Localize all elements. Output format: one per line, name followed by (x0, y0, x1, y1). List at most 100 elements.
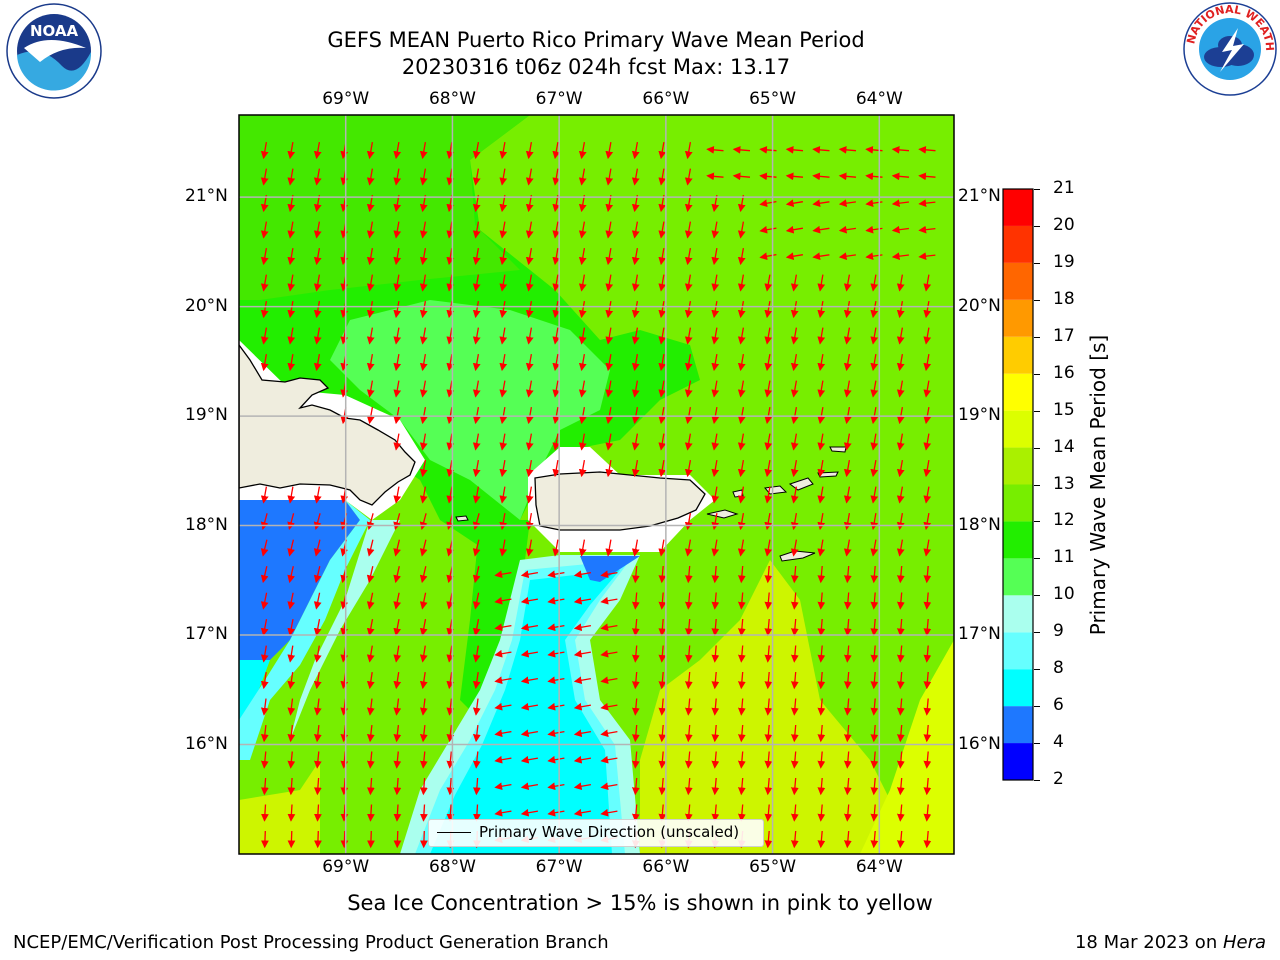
wave-direction-arrow (313, 645, 322, 663)
wave-direction-arrow (472, 274, 481, 292)
wave-direction-arrow (446, 221, 455, 239)
wave-direction-arrow (843, 565, 852, 584)
wave-direction-arrow (764, 698, 773, 716)
wave-direction-arrow (631, 141, 640, 160)
wave-direction-arrow (287, 672, 296, 690)
wave-direction-arrow (287, 327, 296, 345)
wave-direction-arrow (631, 247, 640, 266)
wave-direction-arrow (499, 433, 508, 451)
wave-direction-arrow (737, 221, 746, 239)
wave-direction-arrow (658, 221, 667, 239)
wave-direction-arrow (684, 724, 693, 743)
wave-direction-arrow (366, 353, 375, 372)
wave-direction-arrow (843, 300, 852, 319)
wave-direction-arrow (419, 751, 428, 769)
wave-direction-arrow (923, 539, 932, 557)
wave-direction-arrow (446, 486, 455, 504)
colorbar-tick (1034, 669, 1040, 671)
wave-direction-arrow (525, 221, 534, 239)
wave-direction-arrow (870, 353, 879, 372)
lat-label-right: 18°N (958, 514, 1001, 535)
wave-direction-arrow (684, 751, 693, 769)
wave-direction-arrow (313, 353, 322, 372)
wave-direction-arrow (419, 592, 428, 610)
wave-direction-arrow (499, 539, 508, 557)
wave-direction-arrow (552, 300, 561, 319)
wave-direction-arrow (494, 755, 512, 764)
wave-direction-arrow (366, 672, 375, 690)
wave-direction-arrow (759, 252, 777, 261)
wave-direction-arrow (525, 380, 534, 398)
wave-direction-arrow (605, 353, 614, 372)
wave-direction-arrow (737, 645, 746, 663)
wave-direction-arrow (419, 459, 428, 478)
lon-label-bottom: 69°W (322, 857, 370, 877)
wave-direction-arrow (393, 486, 402, 504)
wave-direction-arrow (790, 618, 799, 637)
wave-direction-arrow (658, 751, 667, 769)
wave-direction-arrow (313, 168, 322, 186)
wave-direction-arrow (896, 353, 905, 372)
wave-direction-arrow (419, 141, 428, 160)
wave-direction-arrow (870, 751, 879, 769)
wave-direction-arrow (684, 459, 693, 478)
wave-direction-arrow (314, 804, 322, 822)
wave-direction-arrow (896, 830, 905, 849)
wave-direction-arrow (287, 566, 295, 584)
wave-direction-arrow (393, 274, 402, 292)
wave-direction-arrow (605, 380, 614, 398)
wave-direction-arrow (419, 353, 428, 372)
wave-direction-arrow (817, 486, 826, 504)
wave-direction-arrow (817, 751, 826, 769)
wave-direction-arrow (419, 725, 428, 743)
wave-direction-arrow (684, 327, 693, 345)
wave-direction-arrow (260, 486, 269, 504)
wave-direction-arrow (684, 141, 693, 160)
wave-direction-arrow (790, 671, 799, 690)
wave-direction-arrow (711, 247, 720, 266)
wave-direction-arrow (838, 252, 856, 261)
wave-direction-arrow (711, 406, 720, 425)
footer-right: 18 Mar 2023 on Hera (1075, 932, 1266, 953)
lon-label-bottom: 65°W (749, 857, 797, 877)
wave-direction-arrow (843, 830, 852, 849)
wave-direction-arrow (600, 649, 618, 658)
wave-direction-arrow (684, 565, 693, 584)
colorbar-tick (1034, 262, 1040, 264)
wave-direction-arrow (446, 698, 455, 716)
wave-direction-arrow (631, 618, 640, 637)
wave-direction-arrow (870, 539, 879, 557)
wave-direction-arrow (896, 645, 905, 663)
wave-direction-arrow (631, 433, 640, 451)
colorbar-tick-label: 16 (1053, 362, 1075, 383)
wave-direction-arrow (812, 172, 830, 181)
wave-direction-arrow (520, 596, 539, 605)
wave-direction-arrow (785, 252, 804, 261)
wave-direction-arrow (260, 274, 269, 292)
wave-direction-arrow (419, 698, 428, 716)
colorbar-tick-label: 14 (1053, 436, 1075, 457)
wave-direction-arrow (420, 804, 428, 822)
wave-direction-arrow (573, 623, 592, 632)
wave-direction-arrow (684, 777, 693, 796)
wave-direction-arrow (870, 830, 879, 849)
wave-direction-arrow (923, 274, 932, 292)
wave-direction-arrow (790, 274, 799, 292)
wave-direction-arrow (600, 676, 618, 685)
wave-direction-arrow (473, 804, 481, 822)
wave-direction-arrow (393, 618, 402, 637)
wave-direction-arrow (499, 459, 508, 478)
wave-direction-arrow (419, 247, 428, 266)
wave-direction-arrow (472, 777, 481, 796)
wave-direction-arrow (870, 645, 879, 663)
wave-direction-arrow (785, 145, 804, 154)
wave-direction-arrow (547, 755, 565, 764)
wave-direction-arrow (658, 353, 667, 372)
wave-direction-arrow (578, 433, 587, 451)
wave-direction-arrow (684, 618, 693, 637)
wave-direction-arrow (684, 671, 693, 690)
wave-direction-arrow (896, 300, 905, 319)
wave-direction-arrow (711, 645, 720, 663)
lat-label-right: 17°N (958, 624, 1001, 645)
wave-direction-arrow (525, 353, 534, 372)
